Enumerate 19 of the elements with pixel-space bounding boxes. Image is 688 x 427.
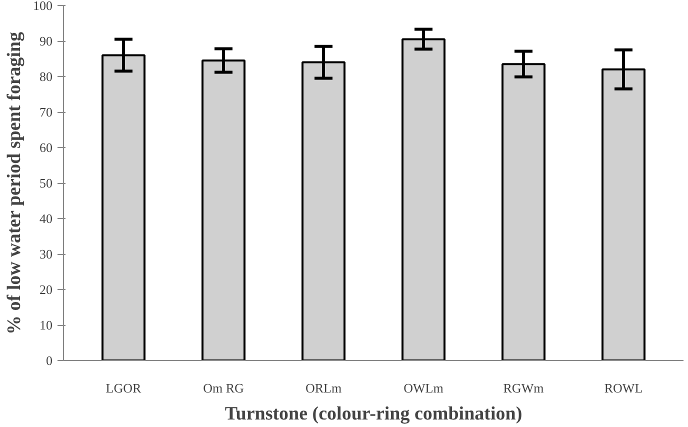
y-tick-label: 70	[40, 104, 52, 120]
x-axis-title: Turnstone (colour-ring combination)	[224, 404, 522, 424]
x-tick-label: RGWm	[503, 380, 544, 396]
x-tick-label: LGOR	[106, 380, 142, 396]
y-tick-label: 0	[46, 353, 52, 368]
y-tick-label: 90	[40, 34, 52, 48]
y-tick-label: 10	[40, 318, 52, 332]
y-tick-label: 30	[40, 246, 52, 262]
y-tick-label: 100	[33, 0, 52, 13]
y-tick-label: 80	[40, 69, 52, 84]
x-tick-label: ROWL	[604, 380, 643, 396]
y-tick-label: 20	[40, 282, 52, 297]
x-tick-label: ORLm	[305, 380, 342, 396]
x-tick-label: Om RG	[203, 380, 244, 396]
y-axis-title: % of low water period spent foraging	[4, 31, 25, 334]
y-tick-label: 40	[40, 211, 52, 226]
x-tick-label: OWLm	[404, 380, 444, 396]
y-tick-label: 60	[40, 140, 52, 155]
y-tick-label: 50	[40, 176, 52, 190]
